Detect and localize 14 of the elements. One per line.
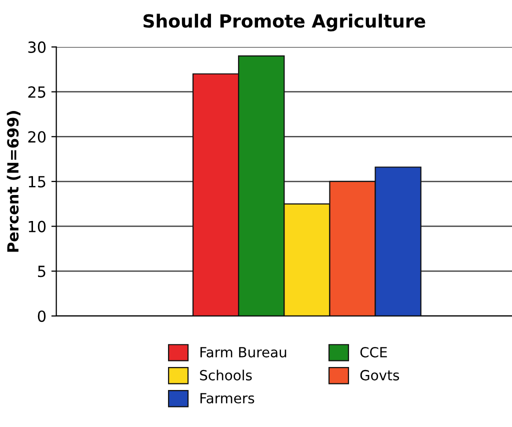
y-tick-label: 25 <box>28 86 46 98</box>
y-axis-title: Percent (N=699) <box>6 111 20 252</box>
legend-label: Govts <box>360 370 400 380</box>
y-tick-label: 5 <box>38 266 46 278</box>
y-tick-label: 15 <box>28 176 46 188</box>
legend-label: Schools <box>200 370 252 380</box>
legend-label: CCE <box>360 346 387 358</box>
legend-label: Farm Bureau <box>200 347 286 358</box>
y-tick-label: 30 <box>28 41 46 53</box>
y-tick-label: 0 <box>38 310 46 322</box>
legend-label: Farmers <box>200 393 254 404</box>
chart-title: Should Promote Agriculture <box>144 14 426 32</box>
y-tick-label: 10 <box>28 220 46 232</box>
y-tick-label: 20 <box>28 131 46 143</box>
